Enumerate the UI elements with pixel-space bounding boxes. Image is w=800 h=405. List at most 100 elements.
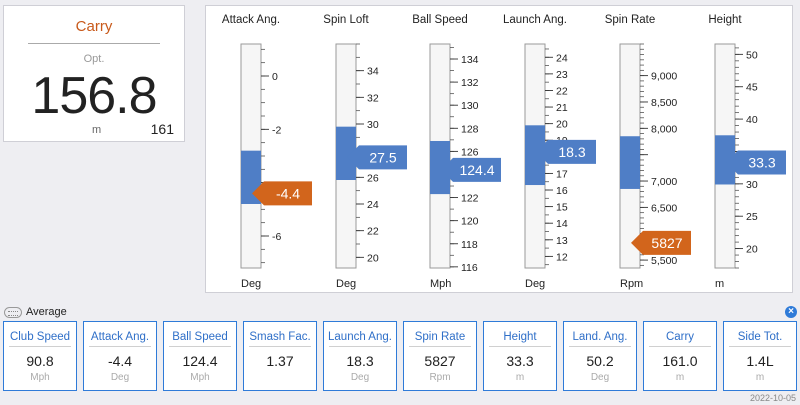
gauge-value-label: 27.5 xyxy=(369,149,396,165)
metric-divider xyxy=(249,346,311,347)
gauge-tick-label: 50 xyxy=(746,49,758,61)
gauge-tick-label: 0 xyxy=(272,71,278,83)
metric-card-carry[interactable]: Carry 161.0 m xyxy=(643,321,717,391)
footer-date: 2022-10-05 xyxy=(749,393,796,403)
gauge-spin-rate: Spin Rate 9,000 8,500 8,000 7,000 6,500 5,500 R… xyxy=(605,14,691,290)
gauge-value-label: 5827 xyxy=(651,235,682,251)
metric-label: Attack Ang. xyxy=(90,331,150,343)
close-icon[interactable]: × xyxy=(785,306,797,318)
gauge-tick-label: 134 xyxy=(461,54,479,66)
gauge-height: Height 50 45 40 30 25 20 m 33.3 xyxy=(708,14,786,290)
gauge-tick-label: 20 xyxy=(746,244,758,256)
metric-label: Carry xyxy=(665,331,695,343)
gauge-launch-ang: Launch Ang.242322212019171615141312Deg18… xyxy=(503,14,596,290)
gauge-optimal-band xyxy=(525,125,545,186)
metric-divider xyxy=(729,346,791,347)
gauge-tick-label: 16 xyxy=(556,185,568,197)
metric-card-smash-factor[interactable]: Smash Fac. 1.37 xyxy=(243,321,317,391)
metric-card-launch-angle[interactable]: Launch Ang. 18.3 Deg xyxy=(323,321,397,391)
average-header[interactable]: Average xyxy=(4,305,67,319)
gauge-tick-label: 30 xyxy=(367,119,379,131)
average-toggle-icon[interactable] xyxy=(4,306,22,318)
metric-unit: Deg xyxy=(350,372,370,383)
metric-unit: m xyxy=(675,372,685,383)
gauge-tick-label: 20 xyxy=(556,119,568,131)
gauge-tick-label: 128 xyxy=(461,123,479,135)
gauge-tick-label: 118 xyxy=(461,239,478,251)
gauge-optimal-band xyxy=(430,140,450,195)
metric-unit: Rpm xyxy=(429,372,451,383)
carry-opt-label: Opt. xyxy=(83,53,105,65)
gauge-tick-label: 6,500 xyxy=(651,202,677,214)
metric-unit: Mph xyxy=(190,372,210,383)
gauge-value-marker xyxy=(536,139,596,164)
metric-card-height[interactable]: Height 33.3 m xyxy=(483,321,557,391)
gauge-tick-label: 12 xyxy=(556,251,568,263)
gauge-tick-label: 13 xyxy=(556,235,568,247)
gauge-tick-label: 24 xyxy=(367,199,379,211)
gauge-tick-label: 45 xyxy=(746,82,758,94)
metric-value: 33.3 xyxy=(506,353,534,369)
gauge-tick-label: 116 xyxy=(461,262,478,274)
metric-value: 1.4L xyxy=(746,353,774,369)
metric-card-club-speed[interactable]: Club Speed 90.8 Mph xyxy=(3,321,77,391)
gauge-value-label: 18.3 xyxy=(558,144,585,160)
gauge-unit: Rpm xyxy=(620,278,643,290)
gauge-ball-speed: Ball Speed 134 132 130 128 126 122 120 118 116 Mph… xyxy=(412,14,501,290)
metric-card-spin-rate[interactable]: Spin Rate 5827 Rpm xyxy=(403,321,477,391)
metric-label: Ball Speed xyxy=(172,331,228,343)
gauge-tick-label: 5,500 xyxy=(651,255,677,267)
metric-value: 18.3 xyxy=(346,353,374,369)
gauge-attack-ang: Attack Ang. 0 -2 -6 Deg -4.4 xyxy=(222,14,312,290)
metric-divider xyxy=(9,346,71,347)
carry-card[interactable]: Carry Opt. 156.8 m 161 xyxy=(3,5,185,142)
gauge-optimal-band xyxy=(715,135,735,185)
gauge-spin-loft: Spin Loft 34 32 30 26 24 22 20 Deg 27.5 xyxy=(323,14,407,290)
metric-divider xyxy=(409,346,471,347)
carry-title: Carry xyxy=(75,18,113,35)
metric-card-ball-speed[interactable]: Ball Speed 124.4 Mph xyxy=(163,321,237,391)
gauge-unit: Deg xyxy=(336,278,356,290)
gauge-tick-label: 8,500 xyxy=(651,97,677,109)
metric-label: Land. Ang. xyxy=(572,331,628,343)
gauge-value-marker xyxy=(631,230,691,255)
gauge-tick-label: 130 xyxy=(461,100,479,112)
metric-divider xyxy=(649,346,711,347)
gauge-unit: Deg xyxy=(525,278,545,290)
carry-value: 156.8 xyxy=(31,67,157,125)
gauge-tick-label: 9,000 xyxy=(651,71,677,83)
metric-label: Club Speed xyxy=(9,331,71,343)
metric-label: Side Tot. xyxy=(737,331,783,343)
gauge-tick-label: -2 xyxy=(272,124,281,136)
gauge-tick-label: 132 xyxy=(461,77,479,89)
gauge-tick-label: 17 xyxy=(556,168,568,180)
metric-card-side-total[interactable]: Side Tot. 1.4L m xyxy=(723,321,797,391)
gauge-tick-label: 22 xyxy=(367,226,379,238)
metric-card-attack-angle[interactable]: Attack Ang. -4.4 Deg xyxy=(83,321,157,391)
gauge-unit: Deg xyxy=(241,278,261,290)
gauge-tick-label: 25 xyxy=(746,211,758,223)
gauge-unit: Mph xyxy=(430,278,451,290)
metric-value: -4.4 xyxy=(107,353,133,369)
gauge-tick-label: 22 xyxy=(556,85,568,97)
gauge-value-marker xyxy=(726,150,786,175)
gauge-value-label: 33.3 xyxy=(748,154,775,170)
gauge-panel: Attack Ang. 0 -2 -6 Deg -4.4 Spin Loft 34 32 30 26… xyxy=(205,5,793,293)
gauge-title: Spin Loft xyxy=(323,14,369,26)
gauge-tick-label: 122 xyxy=(461,193,479,205)
gauge-title: Launch Ang. xyxy=(503,14,567,26)
metric-label: Spin Rate xyxy=(414,331,466,343)
metric-value: 1.37 xyxy=(266,353,294,369)
carry-unit: m xyxy=(92,124,102,136)
carry-total: 161 xyxy=(150,121,174,137)
gauge-title: Ball Speed xyxy=(412,14,468,26)
metric-divider xyxy=(569,346,631,347)
metric-value: 90.8 xyxy=(26,353,54,369)
metric-unit: m xyxy=(515,372,525,383)
metric-unit: Deg xyxy=(590,372,610,383)
gauge-tick-label: 120 xyxy=(461,216,479,228)
metric-label: Launch Ang. xyxy=(328,331,392,343)
gauge-tick-label: 32 xyxy=(367,92,379,104)
metric-card-landing-angle[interactable]: Land. Ang. 50.2 Deg xyxy=(563,321,637,391)
gauge-value-marker xyxy=(252,181,312,206)
